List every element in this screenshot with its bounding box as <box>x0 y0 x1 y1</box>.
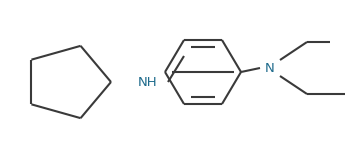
Text: NH: NH <box>138 76 158 89</box>
Text: N: N <box>265 61 275 75</box>
